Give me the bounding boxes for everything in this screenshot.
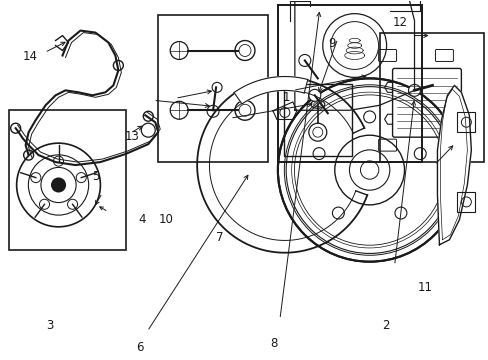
Text: 6: 6 bbox=[136, 341, 143, 354]
Text: 1: 1 bbox=[282, 91, 289, 104]
Text: 5: 5 bbox=[92, 170, 99, 183]
Polygon shape bbox=[234, 77, 307, 104]
Circle shape bbox=[51, 177, 66, 193]
Text: 14: 14 bbox=[22, 50, 38, 63]
Circle shape bbox=[207, 105, 219, 117]
Text: 10: 10 bbox=[159, 213, 174, 226]
Circle shape bbox=[308, 89, 320, 101]
Bar bbox=[284, 84, 351, 156]
Text: 8: 8 bbox=[269, 337, 277, 350]
Circle shape bbox=[407, 84, 420, 96]
Text: 13: 13 bbox=[124, 130, 140, 144]
Circle shape bbox=[212, 82, 222, 92]
Text: 4: 4 bbox=[138, 213, 145, 226]
Text: 3: 3 bbox=[46, 319, 53, 332]
Bar bbox=[9, 110, 126, 250]
Text: 12: 12 bbox=[392, 16, 407, 29]
Text: 2: 2 bbox=[382, 319, 389, 332]
Circle shape bbox=[298, 54, 310, 67]
Text: 11: 11 bbox=[417, 281, 431, 294]
Bar bbox=[379, 32, 483, 162]
Text: 9: 9 bbox=[328, 37, 335, 50]
Text: 7: 7 bbox=[216, 231, 224, 244]
Bar bbox=[277, 5, 422, 162]
Bar bbox=[456, 192, 474, 212]
Bar bbox=[158, 15, 267, 162]
Bar bbox=[456, 112, 474, 132]
Polygon shape bbox=[437, 85, 470, 245]
